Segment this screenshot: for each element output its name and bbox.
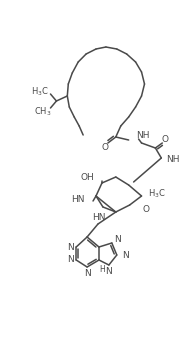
Text: H: H <box>99 265 105 273</box>
Text: N: N <box>122 250 128 260</box>
Text: N: N <box>68 256 74 265</box>
Text: O: O <box>162 136 169 145</box>
Text: HN: HN <box>92 214 106 222</box>
Text: NH: NH <box>137 130 150 140</box>
Text: O: O <box>101 144 108 152</box>
Text: N: N <box>68 242 74 251</box>
Text: H$_3$C: H$_3$C <box>148 188 166 200</box>
Text: CH$_3$: CH$_3$ <box>34 106 51 118</box>
Text: O: O <box>143 206 150 215</box>
Text: OH: OH <box>80 173 94 183</box>
Text: NH: NH <box>166 155 180 165</box>
Text: H$_3$C: H$_3$C <box>31 86 48 98</box>
Text: HN: HN <box>72 195 85 204</box>
Text: N: N <box>114 236 121 244</box>
Text: N: N <box>105 266 112 275</box>
Text: N: N <box>84 268 90 277</box>
